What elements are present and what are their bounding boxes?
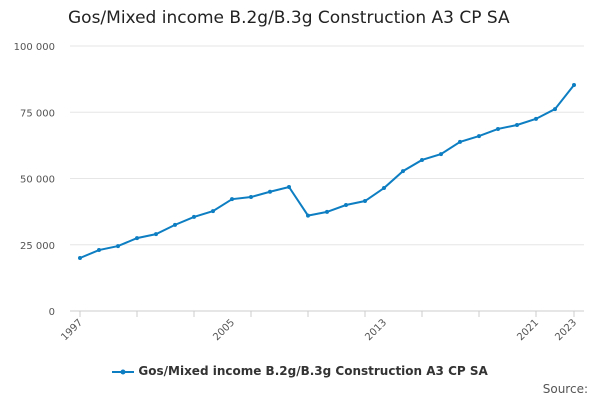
data-point bbox=[78, 256, 82, 260]
data-point bbox=[306, 213, 310, 218]
x-tick-label: 1997 bbox=[59, 317, 85, 343]
source-label: Source: bbox=[542, 382, 588, 396]
y-tick-label: 100 000 bbox=[14, 42, 55, 53]
data-point bbox=[401, 169, 405, 174]
data-point bbox=[173, 222, 177, 227]
data-point bbox=[553, 107, 557, 112]
data-point bbox=[211, 209, 215, 214]
x-tick-label: 2021 bbox=[515, 317, 541, 343]
data-point bbox=[287, 184, 291, 189]
x-tick-label: 2005 bbox=[211, 317, 237, 343]
y-tick-label: 25 000 bbox=[20, 241, 55, 252]
data-point bbox=[458, 139, 462, 144]
legend-label: Gos/Mixed income B.2g/B.3g Construction … bbox=[138, 364, 488, 378]
y-tick-label: 50 000 bbox=[20, 175, 55, 186]
series-line bbox=[79, 84, 575, 259]
x-tick-label: 2013 bbox=[363, 317, 389, 343]
data-point bbox=[268, 189, 272, 194]
data-point bbox=[420, 157, 424, 162]
data-point bbox=[439, 152, 443, 157]
data-point bbox=[135, 236, 139, 241]
data-point bbox=[572, 82, 576, 87]
data-point bbox=[534, 116, 538, 121]
data-point bbox=[382, 186, 386, 191]
legend-line-marker-icon bbox=[112, 369, 135, 374]
y-tick-label: 0 bbox=[49, 307, 55, 318]
data-point bbox=[154, 232, 158, 237]
data-point bbox=[249, 195, 253, 200]
y-tick-label: 75 000 bbox=[20, 108, 55, 119]
chart-title: Gos/Mixed income B.2g/B.3g Construction … bbox=[68, 8, 510, 28]
data-point bbox=[344, 203, 348, 207]
data-point bbox=[97, 248, 101, 253]
data-point bbox=[515, 122, 519, 127]
data-point bbox=[496, 126, 500, 131]
line-chart: 0 25 000 50 000 75 000 100 000 1997 2005 2013 20… bbox=[14, 42, 584, 343]
data-point bbox=[230, 197, 234, 202]
data-point bbox=[363, 199, 367, 204]
legend[interactable]: Gos/Mixed income B.2g/B.3g Construction … bbox=[0, 364, 600, 378]
data-point bbox=[192, 214, 196, 219]
x-tick-label: 2023 bbox=[553, 317, 579, 343]
data-point bbox=[477, 134, 481, 139]
data-point bbox=[325, 209, 329, 214]
data-point bbox=[116, 244, 120, 249]
